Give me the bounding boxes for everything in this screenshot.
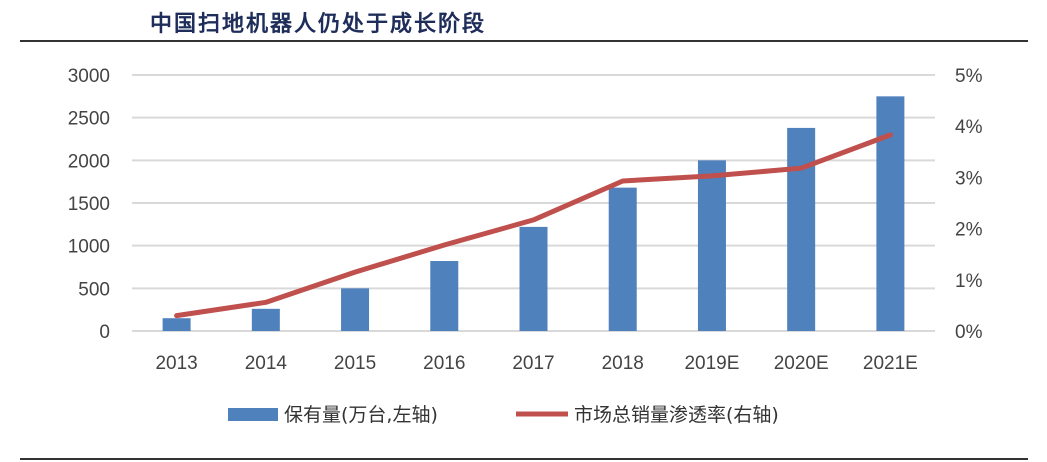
right-axis-tick: 2%	[955, 220, 983, 241]
bar	[162, 318, 191, 331]
bar	[519, 226, 548, 331]
left-axis-tick: 0	[99, 322, 110, 343]
x-axis-tick: 2016	[423, 353, 465, 374]
x-axis-tick: 2021E	[863, 353, 918, 374]
x-axis-tick: 2014	[245, 353, 288, 374]
right-axis-tick: 4%	[955, 117, 983, 138]
x-axis-tick: 2019E	[684, 353, 739, 374]
x-axis-tick: 2015	[334, 353, 376, 374]
bar	[787, 127, 816, 331]
left-axis-tick: 3000	[68, 66, 110, 87]
left-axis-tick: 1000	[68, 237, 110, 258]
bar	[341, 288, 370, 331]
top-divider	[20, 40, 1028, 42]
left-axis-tick: 2000	[68, 151, 110, 172]
chart-title: 中国扫地机器人仍处于成长阶段	[150, 11, 487, 37]
right-axis-tick: 5%	[955, 66, 983, 87]
bar	[608, 187, 637, 331]
legend-line-label: 市场总销量渗透率(右轴)	[574, 404, 779, 426]
legend-bar-label: 保有量(万台,左轴)	[284, 404, 438, 426]
left-axis-tick: 1500	[68, 194, 110, 215]
bar	[697, 160, 726, 331]
x-axis-tick: 2018	[602, 353, 644, 374]
bottom-divider	[20, 458, 1028, 460]
x-axis-tick: 2017	[512, 353, 554, 374]
x-axis-tick: 2020E	[774, 353, 829, 374]
left-axis-tick: 500	[78, 279, 110, 300]
bar	[251, 308, 280, 331]
x-axis-tick: 2013	[155, 353, 197, 374]
legend-bar-swatch	[228, 408, 278, 421]
right-axis-tick: 1%	[955, 271, 983, 292]
left-axis-tick: 2500	[68, 109, 110, 130]
right-axis-tick: 0%	[955, 322, 983, 343]
right-axis-tick: 3%	[955, 168, 983, 189]
bar	[430, 261, 459, 331]
bar	[876, 96, 905, 331]
